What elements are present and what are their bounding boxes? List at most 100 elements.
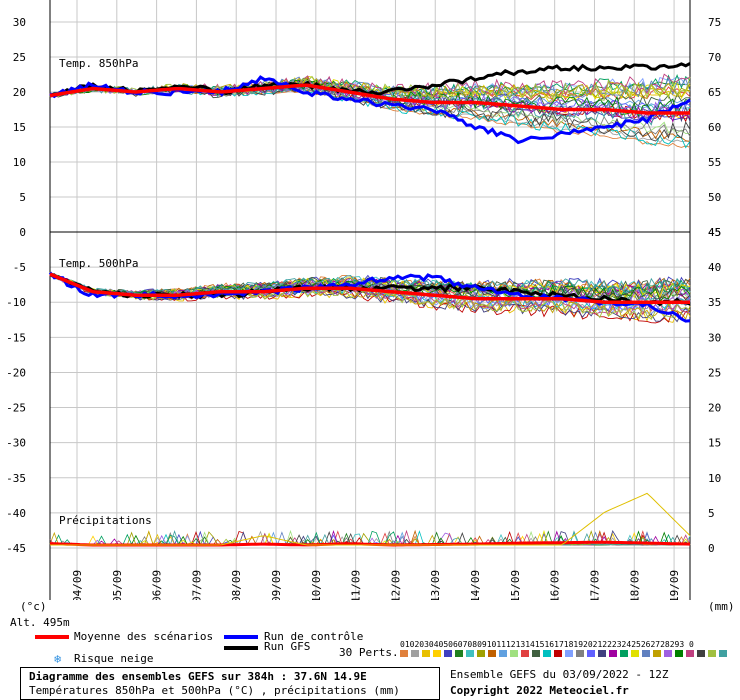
- panel-title-850: Temp. 850hPa: [59, 57, 138, 70]
- pert-swatch: [576, 650, 584, 657]
- x-tick-label: 18/09: [628, 570, 641, 600]
- series-control: [49, 75, 691, 145]
- y-tick-label-left: -30: [6, 437, 26, 450]
- y-tick-label-left: -40: [6, 507, 26, 520]
- pert-line-500: [49, 273, 691, 324]
- series-mean: [49, 83, 690, 115]
- pert-swatch: [675, 650, 683, 657]
- x-tick-label: 08/09: [230, 570, 243, 600]
- x-tick-label: 16/09: [549, 570, 562, 600]
- pert-swatch: [455, 650, 463, 657]
- x-tick-label: 13/09: [429, 570, 442, 600]
- y-tick-label-left: -10: [6, 296, 26, 309]
- footer-box: Diagramme des ensembles GEFS sur 384h : …: [20, 667, 440, 700]
- y-tick-label-right: 0: [708, 542, 715, 555]
- series-precip: [50, 492, 691, 546]
- unit-left: (°c): [20, 600, 47, 613]
- x-tick-label: 06/09: [151, 570, 164, 600]
- y-tick-label-left: 5: [19, 191, 26, 204]
- y-tick-label-left: -15: [6, 331, 26, 344]
- pert-numbers: 0102030405060708091011121314151617181920…: [400, 640, 694, 649]
- footer-run: Ensemble GEFS du 03/09/2022 - 12Z: [450, 668, 669, 681]
- y-tick-label-left: -5: [13, 261, 26, 274]
- pert-swatch: [686, 650, 694, 657]
- y-tick-label-right: 40: [708, 261, 721, 274]
- y-tick-label-right: 30: [708, 331, 721, 344]
- x-tick-label: 12/09: [389, 570, 402, 600]
- series-mean: [49, 272, 690, 304]
- panel-title-precip: Précipitations: [59, 514, 152, 527]
- pert-line-500: [49, 273, 691, 323]
- x-tick-label: 04/09: [71, 570, 84, 600]
- pert-swatch: [477, 650, 485, 657]
- y-tick-label-right: 45: [708, 226, 721, 239]
- legend-control-line: [224, 635, 258, 639]
- snowflake-icon: ❄: [54, 652, 62, 666]
- x-tick-label: 15/09: [509, 570, 522, 600]
- y-tick-label-left: -45: [6, 542, 26, 555]
- pert-swatch: [510, 650, 518, 657]
- y-tick-label-left: 25: [13, 51, 26, 64]
- pert-line-500: [49, 274, 691, 295]
- legend-control: Run de contrôle: [264, 630, 364, 643]
- pert-swatch: [411, 650, 419, 657]
- y-tick-label-right: 50: [708, 191, 721, 204]
- footer-sub: Températures 850hPa et 500hPa (°C) , pré…: [29, 684, 400, 697]
- pert-swatch: [422, 650, 430, 657]
- pert-swatch: [543, 650, 551, 657]
- pert-swatch: [488, 650, 496, 657]
- y-tick-label-left: -25: [6, 402, 26, 415]
- unit-right: (mm): [708, 600, 735, 613]
- y-tick-label-right: 55: [708, 156, 721, 169]
- pert-swatch: [444, 650, 452, 657]
- legend-perts: 30 Perts.: [339, 646, 399, 659]
- pert-swatch: [521, 650, 529, 657]
- legend-gfs: Run GFS: [264, 640, 311, 653]
- y-tick-label-left: -35: [6, 472, 26, 485]
- pert-swatch: [697, 650, 705, 657]
- pert-swatch: [609, 650, 617, 657]
- chart-svg: 04/09 05/09 06/09 07/09 08/09 09/09 10/09 11/09…: [6, 0, 721, 600]
- pert-swatch: [587, 650, 595, 657]
- pert-swatch: [565, 650, 573, 657]
- pert-swatch: [664, 650, 672, 657]
- x-tick-label: 05/09: [111, 570, 124, 600]
- legend-snow: Risque neige: [74, 652, 154, 665]
- y-tick-label-right: 65: [708, 86, 721, 99]
- pert-swatch: [598, 650, 606, 657]
- y-tick-label-left: -20: [6, 366, 26, 379]
- x-tick-label: 10/09: [310, 570, 323, 600]
- pert-swatch: [708, 650, 716, 657]
- pert-swatch: [532, 650, 540, 657]
- y-tick-label-right: 10: [708, 472, 721, 485]
- y-tick-label-right: 75: [708, 16, 721, 29]
- altitude: Alt. 495m: [10, 616, 70, 629]
- y-tick-label-right: 60: [708, 121, 721, 134]
- x-tick-label: 14/09: [469, 570, 482, 600]
- x-tick-label: 07/09: [190, 570, 203, 600]
- footer-title: Diagramme des ensembles GEFS sur 384h : …: [29, 670, 367, 683]
- x-tick-label: 17/09: [588, 570, 601, 600]
- pert-swatch: [620, 650, 628, 657]
- pert-swatch: [554, 650, 562, 657]
- pert-swatch: [466, 650, 474, 657]
- y-tick-label-right: 70: [708, 51, 721, 64]
- legend-mean-line: [35, 635, 69, 639]
- y-tick-label-right: 45: [708, 226, 721, 239]
- x-tick-label: 19/09: [668, 570, 681, 600]
- pert-swatch: [642, 650, 650, 657]
- legend-mean: Moyenne des scénarios: [74, 630, 214, 643]
- legend-gfs-line: [224, 646, 258, 650]
- y-tick-label-left: 10: [13, 156, 26, 169]
- pert-swatch: [499, 650, 507, 657]
- y-tick-label-left: 20: [13, 86, 26, 99]
- footer-copyright: Copyright 2022 Meteociel.fr: [450, 684, 629, 697]
- pert-swatch: [433, 650, 441, 657]
- y-tick-label-left: 15: [13, 121, 26, 134]
- pert-swatch: [719, 650, 727, 657]
- x-tick-label: 11/09: [350, 570, 363, 600]
- y-tick-label-right: 20: [708, 402, 721, 415]
- y-tick-label-right: 15: [708, 437, 721, 450]
- y-tick-label-left: 30: [13, 16, 26, 29]
